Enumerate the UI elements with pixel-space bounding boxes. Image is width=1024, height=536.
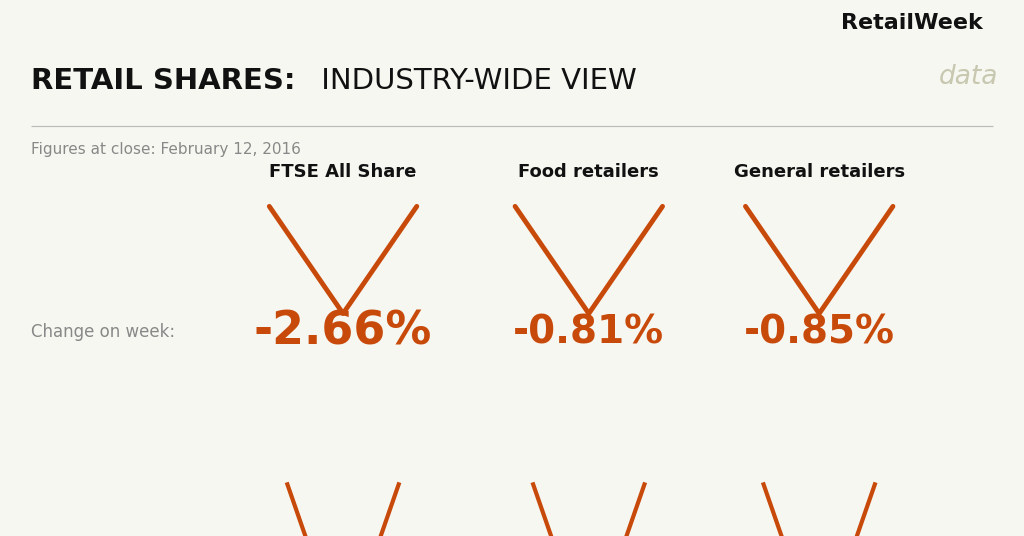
Text: -2.66%: -2.66% <box>254 310 432 355</box>
Text: Change on week:: Change on week: <box>31 323 175 341</box>
Text: data: data <box>939 64 998 91</box>
Text: FTSE All Share: FTSE All Share <box>269 163 417 182</box>
Text: RetailWeek: RetailWeek <box>842 13 983 33</box>
Text: RETAIL SHARES:: RETAIL SHARES: <box>31 67 295 95</box>
Text: -0.81%: -0.81% <box>513 314 665 351</box>
Text: General retailers: General retailers <box>733 163 905 182</box>
Text: -0.85%: -0.85% <box>743 314 895 351</box>
Text: Figures at close: February 12, 2016: Figures at close: February 12, 2016 <box>31 142 301 157</box>
Text: INDUSTRY-WIDE VIEW: INDUSTRY-WIDE VIEW <box>312 67 637 95</box>
Text: Food retailers: Food retailers <box>518 163 659 182</box>
